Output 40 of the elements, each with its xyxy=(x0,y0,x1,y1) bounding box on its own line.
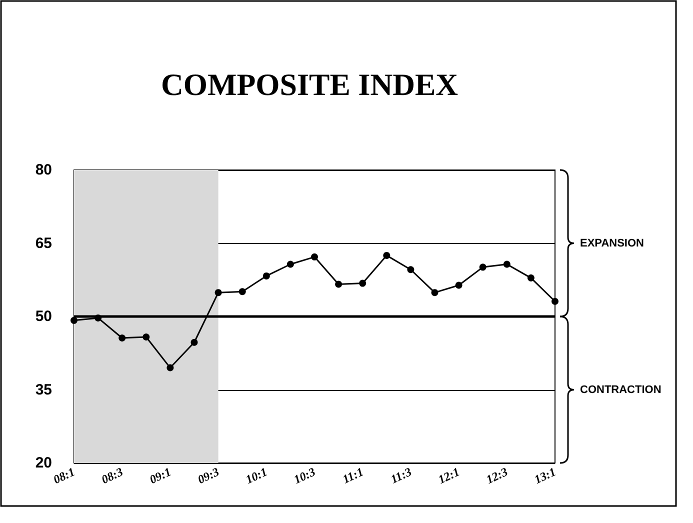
point xyxy=(286,260,294,268)
point xyxy=(190,338,198,346)
x-tick-label: 12:1 xyxy=(436,464,462,487)
point xyxy=(142,334,150,341)
point xyxy=(262,272,270,280)
x-tick-label: 09:3 xyxy=(195,464,222,487)
point xyxy=(552,298,558,305)
point xyxy=(527,274,534,282)
text: CONTRACTION xyxy=(580,384,662,396)
point xyxy=(166,364,174,372)
chart-title: COMPOSITE INDEX xyxy=(160,67,459,102)
x-tick-label: 13:1 xyxy=(532,464,558,487)
point xyxy=(431,289,438,296)
x-tick-label: 09:1 xyxy=(147,464,174,487)
x-tick-label: 08:3 xyxy=(99,464,126,487)
point xyxy=(70,316,78,324)
point xyxy=(383,252,390,259)
point xyxy=(94,314,102,322)
x-tick-label: 10:3 xyxy=(292,464,318,487)
x-tick-label: 11:3 xyxy=(388,464,414,486)
point xyxy=(479,264,486,271)
y-tick-label: 80 xyxy=(35,162,52,178)
y-tick-label: 35 xyxy=(35,381,52,398)
y-tick-label: 65 xyxy=(35,234,52,252)
point xyxy=(359,280,366,287)
x-tick-label: 08:1 xyxy=(51,464,77,487)
x-tick-label: 12:3 xyxy=(484,464,510,487)
point xyxy=(118,334,126,342)
point xyxy=(238,288,246,296)
point xyxy=(335,280,342,288)
text: EXPANSION xyxy=(580,237,644,250)
point xyxy=(503,260,510,268)
y-tick-label: 50 xyxy=(35,308,52,325)
point xyxy=(407,266,414,274)
point xyxy=(311,253,318,260)
y-tick-label: 20 xyxy=(35,454,52,472)
x-tick-label: 10:1 xyxy=(244,464,270,487)
point xyxy=(455,282,462,289)
point xyxy=(214,289,222,296)
x-tick-label: 11:1 xyxy=(340,464,366,486)
